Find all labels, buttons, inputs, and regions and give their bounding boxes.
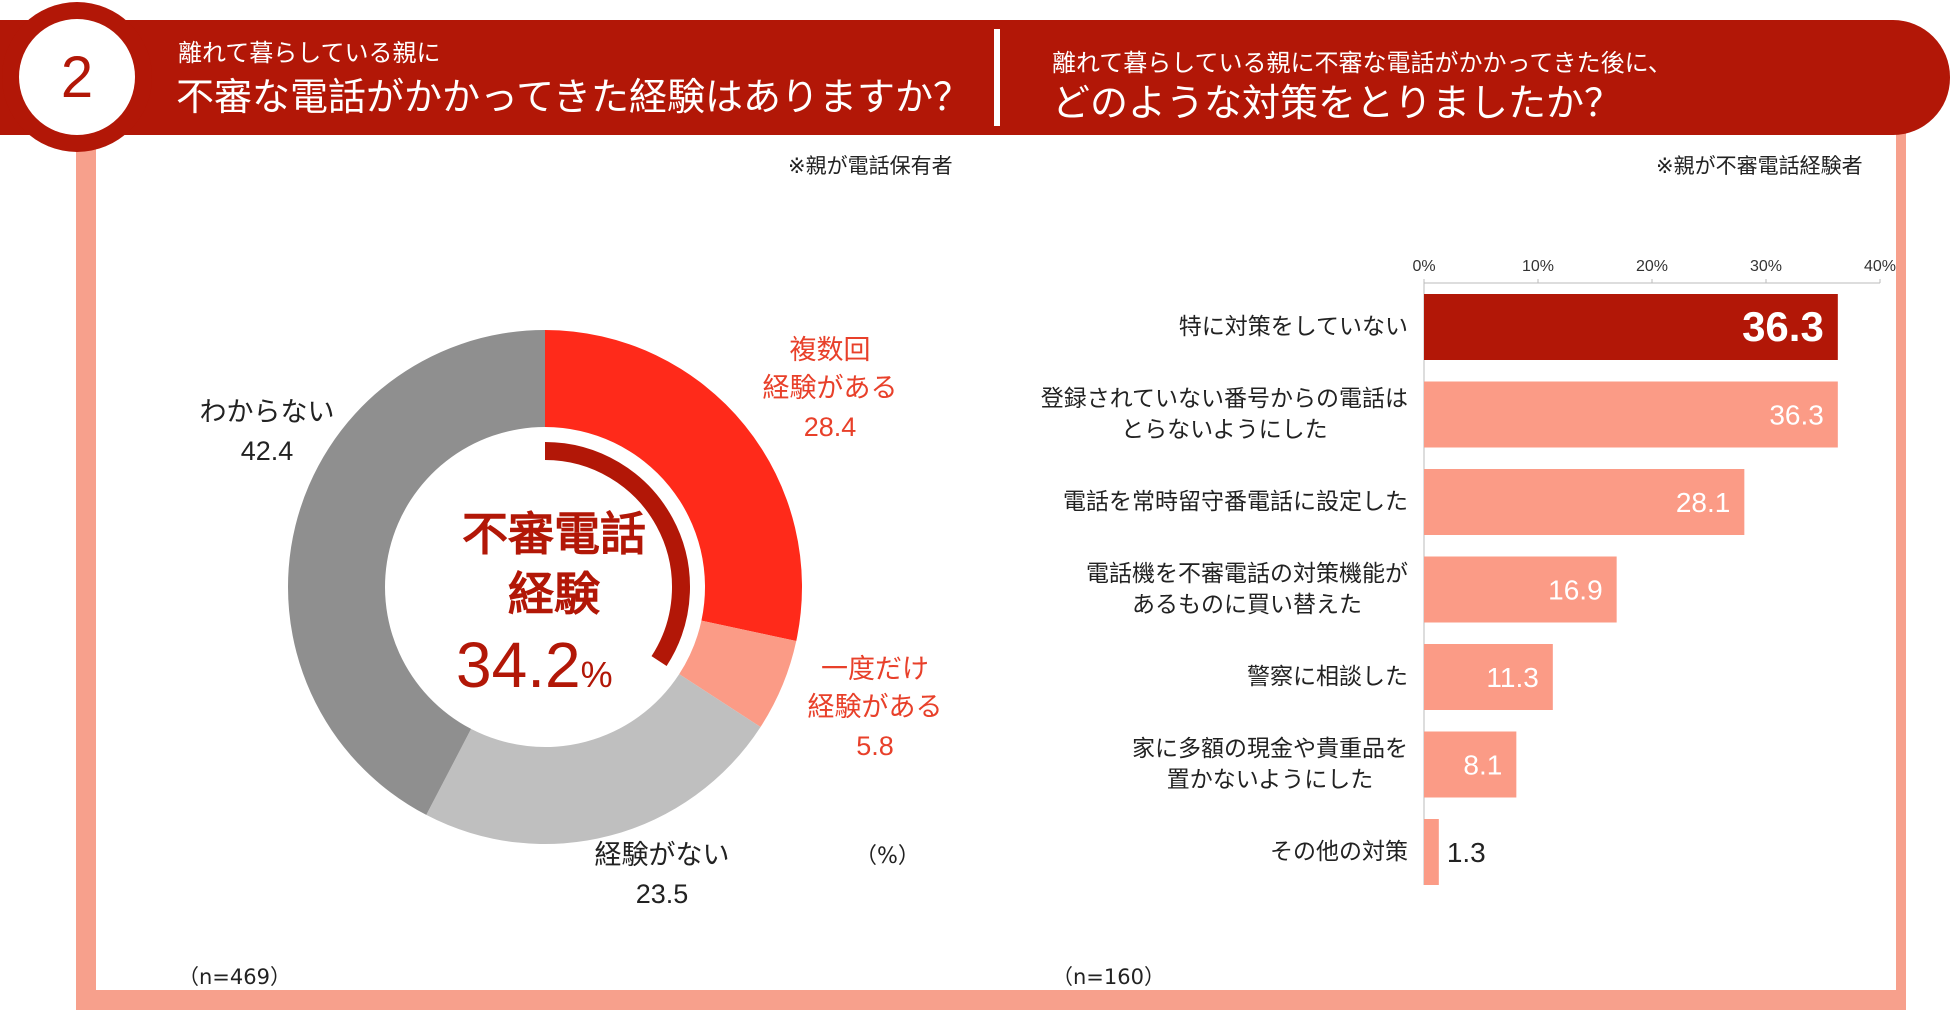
bar-category-label: 警察に相談した [1247,663,1408,690]
bar-category-label: 家に多額の現金や貴重品を 置かないようにした [1132,735,1408,793]
bar-value-label: 16.9 [1548,575,1603,606]
donut-center-value: 34.2% [456,629,613,701]
center-highlight-arc [544,442,690,666]
right-sample-size: （n=160） [1052,965,1165,989]
header-banner [0,20,1950,135]
bar-5 [1424,644,1553,710]
donut-chart [287,330,802,844]
slice-none [426,674,761,844]
right-scope-note: ※親が不審電話経験者 [1656,154,1863,178]
left-question-title: 不審な電話がかかってきた経験はありますか？ [176,75,971,119]
bar-value-label: 11.3 [1486,662,1538,693]
left-question-sub: 離れて暮らしている親に [178,39,441,67]
bar-category-label: その他の対策 [1270,838,1408,865]
left-sample-size: （n=469） [178,965,291,989]
slice-once [679,620,797,727]
bar-3 [1424,469,1745,535]
bar-value-label: 1.3 [1447,837,1486,868]
bar-tick-label: 10% [1522,258,1554,275]
slice-label-unknown: わからない 42.4 [199,397,335,466]
left-scope-note: ※親が電話保有者 [788,154,953,178]
bar-7 [1424,819,1439,885]
slice-label-multiple: 複数回 経験がある 28.4 [762,335,898,442]
bar-value-label: 36.3 [1769,400,1824,431]
bar-tick-label: 40% [1864,258,1896,275]
bar-value-label: 36.3 [1742,303,1824,350]
donut-center-title-line1: 不審電話 [462,507,646,561]
bar-value-label: 28.1 [1676,487,1731,518]
bar-value-label: 8.1 [1463,750,1502,781]
slice-label-once: 一度だけ 経験がある 5.8 [807,654,943,761]
bar-2 [1424,381,1838,448]
bar-1 [1424,294,1838,360]
section-number: 2 [19,19,135,135]
bar-tick-label: 20% [1636,258,1668,275]
bar-category-label: 登録されていない番号からの電話は とらないようにした [1040,385,1408,443]
section-number-badge: 2 [2,2,152,152]
slice-label-none: 経験がない 23.5 [594,840,730,909]
right-question-title: どのような対策をとりましたか？ [1052,81,1623,125]
unit-label: （%） [855,844,920,869]
bar-6 [1424,731,1517,798]
donut-center-title-line2: 経験 [508,567,600,621]
bar-tick-label: 30% [1750,258,1782,275]
bar-tick-label: 0% [1412,258,1435,275]
bar-category-label: 特に対策をしていない [1178,313,1408,340]
slice-multiple [545,330,802,642]
bar-4 [1424,556,1617,623]
slice-unknown [287,330,545,815]
right-question-sub: 離れて暮らしている親に不審な電話がかかってきた後に、 [1052,49,1672,77]
bar-category-label: 電話を常時留守番電話に設定した [1063,488,1408,515]
bar-category-label: 電話機を不審電話の対策機能が あるものに買い替えた [1086,560,1408,618]
header-divider [994,29,1000,126]
